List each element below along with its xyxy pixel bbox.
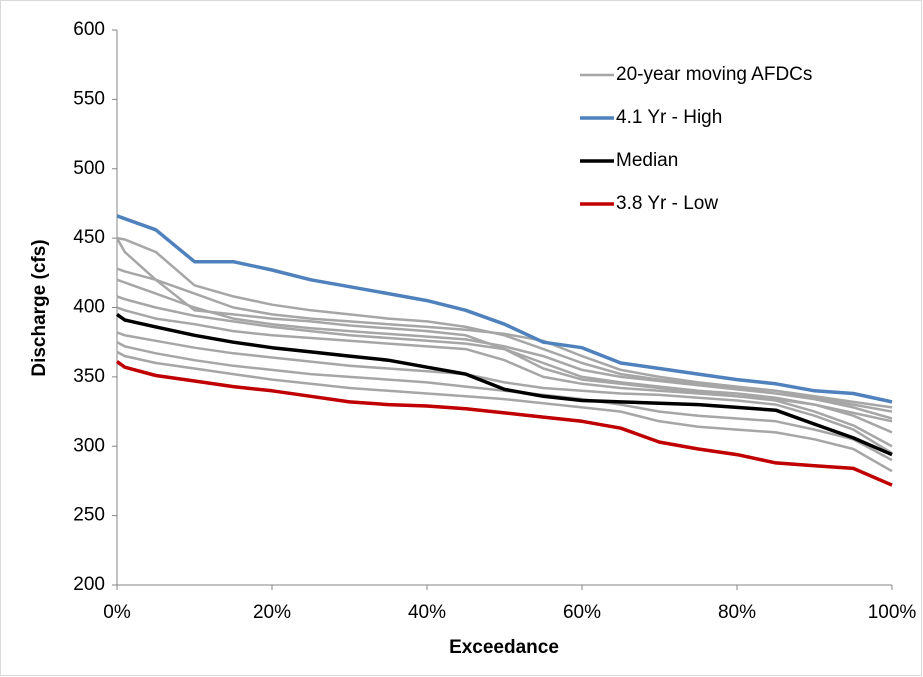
legend-label: 3.8 Yr - Low — [616, 193, 718, 214]
y-tick-label: 250 — [73, 505, 105, 526]
y-tick-label: 600 — [73, 19, 105, 40]
x-tick-label: 60% — [563, 602, 601, 623]
series-line — [115, 360, 893, 487]
y-tick-label: 350 — [73, 366, 105, 387]
x-tick-label: 100% — [868, 602, 917, 623]
legend-label: 4.1 Yr - High — [616, 107, 722, 128]
y-tick-label: 300 — [73, 435, 105, 456]
x-axis-title: Exceedance — [449, 637, 559, 658]
y-tick-label: 550 — [73, 88, 105, 109]
series-line — [116, 214, 893, 404]
x-tick-label: 80% — [718, 602, 756, 623]
x-tick-label: 0% — [103, 602, 131, 623]
afdc-line — [116, 295, 893, 434]
afdc-line — [116, 350, 893, 473]
y-axis-title: Discharge (cfs) — [29, 239, 50, 376]
afdc-line — [115, 237, 893, 423]
afdc-line — [116, 267, 893, 409]
legend-label: 20-year moving AFDCs — [616, 64, 812, 85]
y-tick-label: 200 — [73, 574, 105, 595]
series-line — [115, 312, 893, 457]
y-tick-label: 500 — [73, 158, 105, 179]
y-tick-label: 450 — [73, 227, 105, 248]
afdc-line — [116, 331, 893, 455]
x-tick-label: 40% — [408, 602, 446, 623]
x-tick-label: 20% — [253, 602, 291, 623]
legend-label: Median — [616, 150, 678, 171]
y-tick-label: 400 — [73, 297, 105, 318]
afdc-line — [116, 341, 893, 462]
